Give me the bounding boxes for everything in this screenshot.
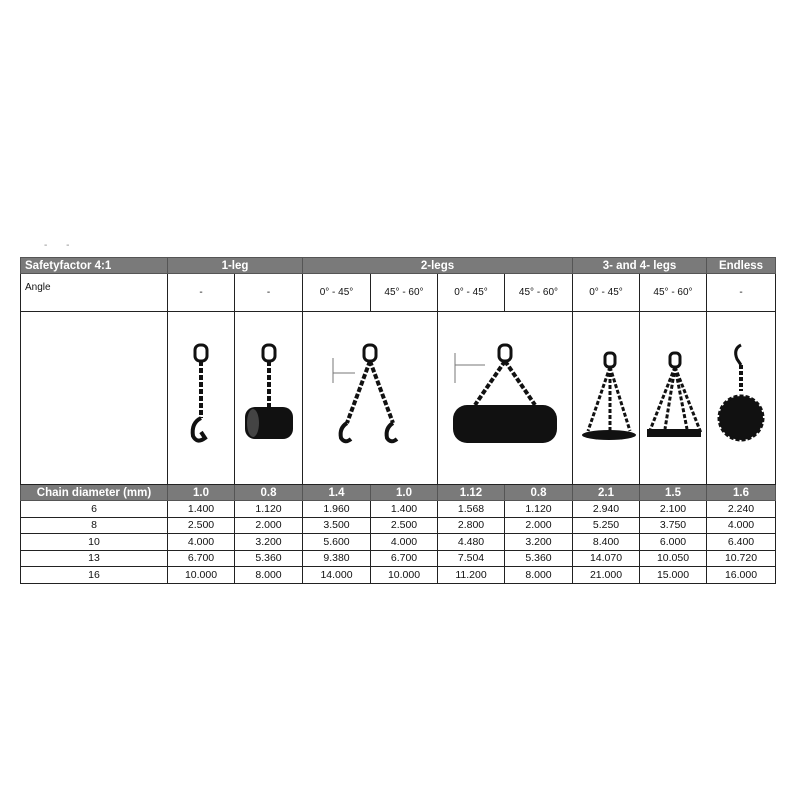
chain-load-table: Safetyfactor 4:1 1-leg 2-legs 3- and 4- …	[20, 257, 776, 584]
load-cell: 21.000	[572, 566, 640, 584]
table-row: 8 2.500 2.000 3.500 2.500 2.800 2.000 5.250 3.75…	[20, 516, 776, 534]
angle-cell: 0° - 45°	[302, 273, 371, 312]
angle-label: Angle	[20, 273, 168, 312]
diameter-cell: 8	[20, 516, 168, 534]
table-row: 10 4.000 3.200 5.600 4.000 4.480 3.200 8.400 6.0…	[20, 533, 776, 551]
load-cell: 2.800	[437, 516, 505, 534]
load-cell: 10.000	[370, 566, 438, 584]
factor-cell: 1.5	[639, 484, 707, 501]
safety-factor-header: Safetyfactor 4:1	[20, 257, 168, 274]
load-cell: 5.600	[302, 533, 371, 551]
load-cell: 2.100	[639, 500, 707, 518]
load-cell: 5.360	[504, 549, 573, 567]
load-cell: 8.000	[504, 566, 573, 584]
load-cell: 6.700	[370, 549, 438, 567]
factor-cell: 1.6	[706, 484, 776, 501]
angle-cell: -	[234, 273, 303, 312]
load-cell: 1.120	[504, 500, 573, 518]
load-cell: 7.504	[437, 549, 505, 567]
decorative-dashes: - -	[44, 240, 78, 251]
load-cell: 2.940	[572, 500, 640, 518]
factor-cell: 1.0	[167, 484, 235, 501]
load-cell: 1.568	[437, 500, 505, 518]
load-cell: 15.000	[639, 566, 707, 584]
diameter-cell: 13	[20, 549, 168, 567]
load-cell: 2.500	[167, 516, 235, 534]
load-cell: 11.200	[437, 566, 505, 584]
load-cell: 2.000	[234, 516, 303, 534]
three-leg-chain-illustration	[572, 311, 640, 485]
diameter-cell: 6	[20, 500, 168, 518]
load-cell: 1.120	[234, 500, 303, 518]
two-leg-chain-hooks-illustration	[302, 311, 438, 485]
load-cell: 10.720	[706, 549, 776, 567]
load-cell: 1.400	[370, 500, 438, 518]
load-cell: 3.200	[504, 533, 573, 551]
angle-cell: 45° - 60°	[639, 273, 707, 312]
single-leg-choke-illustration	[234, 311, 303, 485]
load-cell: 3.200	[234, 533, 303, 551]
load-cell: 4.000	[167, 533, 235, 551]
load-cell: 2.000	[504, 516, 573, 534]
load-cell: 4.000	[370, 533, 438, 551]
table-row: 13 6.700 5.360 9.380 6.700 7.504 5.360 14.070 10…	[20, 549, 776, 567]
load-cell: 16.000	[706, 566, 776, 584]
factor-cell: 0.8	[504, 484, 573, 501]
load-cell: 1.960	[302, 500, 371, 518]
group-2-legs: 2-legs	[302, 257, 573, 274]
table-row: 6 1.400 1.120 1.960 1.400 1.568 1.120 2.940 2.10…	[20, 500, 776, 518]
empty-cell	[20, 311, 168, 485]
factor-cell: 1.4	[302, 484, 371, 501]
load-cell: 3.750	[639, 516, 707, 534]
load-cell: 10.050	[639, 549, 707, 567]
load-cell: 10.000	[167, 566, 235, 584]
group-3-4-legs: 3- and 4- legs	[572, 257, 707, 274]
load-cell: 14.070	[572, 549, 640, 567]
angle-cell: 0° - 45°	[437, 273, 505, 312]
diameter-cell: 10	[20, 533, 168, 551]
single-leg-chain-hook-illustration	[167, 311, 235, 485]
load-cell: 1.400	[167, 500, 235, 518]
load-cell: 2.240	[706, 500, 776, 518]
factor-cell: 1.12	[437, 484, 505, 501]
four-leg-chain-illustration	[639, 311, 707, 485]
angle-cell: -	[706, 273, 776, 312]
table-row: 16 10.000 8.000 14.000 10.000 11.200 8.000 21.0…	[20, 566, 776, 584]
factor-cell: 0.8	[234, 484, 303, 501]
load-cell: 3.500	[302, 516, 371, 534]
two-leg-chain-pipe-illustration	[437, 311, 573, 485]
diameter-cell: 16	[20, 566, 168, 584]
load-cell: 14.000	[302, 566, 371, 584]
load-cell: 4.480	[437, 533, 505, 551]
load-cell: 6.700	[167, 549, 235, 567]
load-cell: 2.500	[370, 516, 438, 534]
load-cell: 8.000	[234, 566, 303, 584]
angle-cell: 45° - 60°	[370, 273, 438, 312]
angle-cell: 0° - 45°	[572, 273, 640, 312]
load-cell: 6.000	[639, 533, 707, 551]
load-cell: 6.400	[706, 533, 776, 551]
chain-diameter-label: Chain diameter (mm)	[20, 484, 168, 501]
factor-cell: 2.1	[572, 484, 640, 501]
angle-cell: 45° - 60°	[504, 273, 573, 312]
group-1-leg: 1-leg	[167, 257, 303, 274]
load-cell: 9.380	[302, 549, 371, 567]
load-cell: 4.000	[706, 516, 776, 534]
factor-cell: 1.0	[370, 484, 438, 501]
load-cell: 8.400	[572, 533, 640, 551]
load-cell: 5.250	[572, 516, 640, 534]
endless-chain-illustration	[706, 311, 776, 485]
load-cell: 5.360	[234, 549, 303, 567]
group-endless: Endless	[706, 257, 776, 274]
angle-cell: -	[167, 273, 235, 312]
